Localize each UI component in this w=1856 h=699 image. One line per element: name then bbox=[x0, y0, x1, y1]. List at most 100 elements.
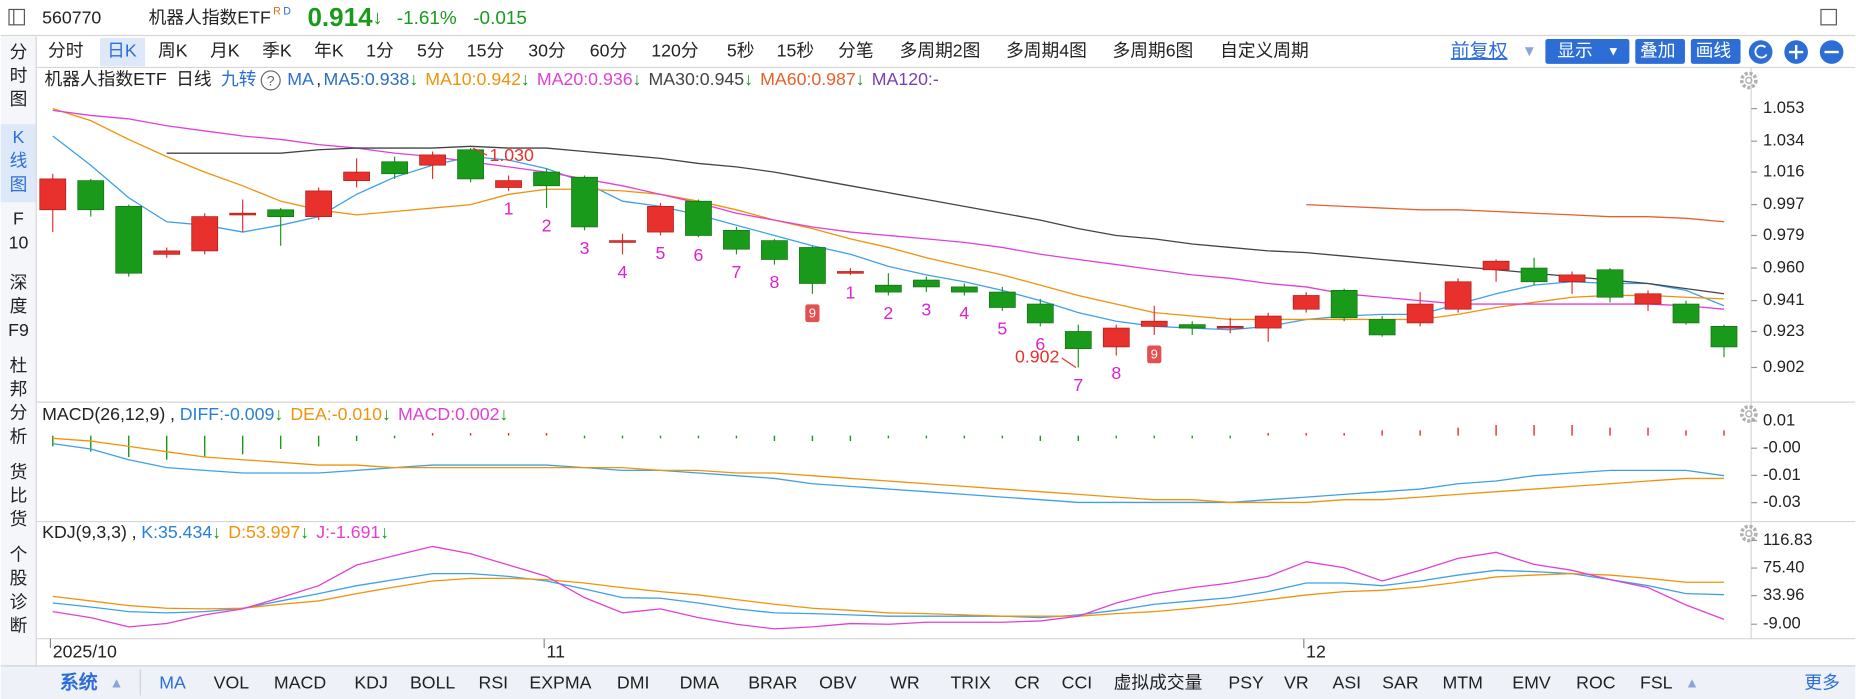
indicator-tab[interactable]: WR bbox=[890, 672, 920, 692]
indicator-tab[interactable]: FSL bbox=[1640, 672, 1673, 692]
sidebar-tab[interactable]: 图 bbox=[10, 174, 28, 194]
indicator-tab[interactable]: DMA bbox=[680, 672, 720, 692]
period-tab[interactable]: 30分 bbox=[528, 41, 566, 61]
indicator-tab[interactable]: CCI bbox=[1062, 672, 1093, 692]
indicator-tab[interactable]: EMV bbox=[1512, 672, 1551, 692]
sidebar-tab[interactable]: 货 bbox=[10, 509, 28, 529]
indicator-tab[interactable]: BRAR bbox=[748, 672, 797, 692]
indicator-tab[interactable]: MACD bbox=[274, 672, 326, 692]
indicator-tab[interactable]: VOL bbox=[214, 672, 250, 692]
indicator-tab[interactable]: VR bbox=[1284, 672, 1309, 692]
sidebar-tab[interactable]: F bbox=[13, 209, 24, 229]
period-tab[interactable]: 60分 bbox=[590, 41, 628, 61]
indicator-tab[interactable]: OBV bbox=[819, 672, 857, 692]
period-tab[interactable]: 多周期2图 bbox=[900, 41, 981, 61]
period-tab[interactable]: 周K bbox=[158, 41, 188, 61]
indicator-tab[interactable]: MA bbox=[159, 672, 186, 692]
toolbar-button[interactable]: 画线 bbox=[1696, 41, 1732, 61]
indicator-tab[interactable]: RSI bbox=[479, 672, 509, 692]
period-tab[interactable]: 日K bbox=[107, 41, 137, 61]
indicator-tab[interactable]: TRIX bbox=[950, 672, 991, 692]
y-tick-label: 0.941 bbox=[1763, 290, 1804, 309]
indicator-tab[interactable]: ROC bbox=[1576, 672, 1616, 692]
sidebar-tab[interactable]: 10 bbox=[9, 232, 29, 252]
legend-value: MA30:0.945 bbox=[649, 69, 745, 89]
period-tab[interactable]: 5分 bbox=[417, 41, 445, 61]
sidebar-tab[interactable]: 度 bbox=[10, 296, 28, 316]
indicator-tab[interactable]: DMI bbox=[617, 672, 650, 692]
legend-value: MA5:0.938 bbox=[324, 69, 410, 89]
high-label: 1.030 bbox=[489, 145, 534, 165]
sidebar-tab[interactable]: 线 bbox=[10, 151, 28, 171]
sidebar-tab[interactable]: 邦 bbox=[10, 379, 28, 399]
period-tab[interactable]: 分笔 bbox=[838, 41, 873, 61]
settings-gear[interactable] bbox=[1739, 524, 1758, 543]
sidebar-tab[interactable]: 货 bbox=[10, 462, 28, 482]
refresh-button[interactable] bbox=[1748, 40, 1773, 64]
indicator-tab[interactable]: 虚拟成交量 bbox=[1114, 672, 1203, 692]
sidebar-tab[interactable]: 比 bbox=[10, 485, 28, 505]
nine-turn-count: 2 bbox=[883, 303, 893, 323]
sidebar-tab[interactable]: F9 bbox=[8, 320, 29, 340]
candle-body bbox=[1102, 327, 1130, 348]
period-tab[interactable]: 1分 bbox=[366, 41, 394, 61]
nine-turn-count: 3 bbox=[921, 300, 931, 320]
indicator-tab[interactable]: MTM bbox=[1442, 672, 1482, 692]
legend-arrow: ↓ bbox=[633, 69, 642, 89]
indicator-tab[interactable]: EXPMA bbox=[529, 672, 591, 692]
period-tab[interactable]: 年K bbox=[314, 41, 344, 61]
period-tab[interactable]: 15分 bbox=[467, 41, 505, 61]
period-tab[interactable]: 分时 bbox=[48, 41, 84, 61]
indicator-tab[interactable]: SAR bbox=[1382, 672, 1418, 692]
system-tab[interactable]: 系统 bbox=[60, 671, 98, 694]
period-tab[interactable]: 季K bbox=[262, 41, 292, 61]
window-icon[interactable] bbox=[8, 8, 25, 26]
diff-line bbox=[52, 443, 1725, 504]
indicator-tab[interactable]: CR bbox=[1014, 672, 1040, 692]
button-bg bbox=[1545, 39, 1630, 64]
sidebar-tab[interactable]: 股 bbox=[10, 568, 28, 588]
legend-arrow: ↓ bbox=[382, 404, 391, 424]
help-icon[interactable] bbox=[260, 70, 281, 91]
period-tab[interactable]: 自定义周期 bbox=[1220, 41, 1309, 61]
nine-turn-count: 4 bbox=[618, 262, 628, 282]
indicator-tab[interactable]: KDJ bbox=[354, 672, 388, 692]
sidebar-tab[interactable]: 深 bbox=[10, 273, 28, 293]
period-tab[interactable]: 15秒 bbox=[777, 41, 814, 61]
indicator-tab[interactable]: BOLL bbox=[410, 672, 455, 692]
period-tab[interactable]: 5秒 bbox=[727, 41, 755, 61]
nine-turn-count: 7 bbox=[1073, 375, 1083, 395]
settings-gear[interactable] bbox=[1739, 71, 1758, 90]
adjust-select[interactable]: 前复权 bbox=[1451, 40, 1508, 62]
candle-body bbox=[495, 180, 522, 188]
sidebar-tab[interactable]: 析 bbox=[10, 426, 28, 446]
sidebar-tab[interactable]: 分 bbox=[10, 403, 28, 423]
period-tab[interactable]: 多周期4图 bbox=[1006, 41, 1087, 61]
window-icon[interactable] bbox=[1820, 8, 1837, 26]
legend-sep: , bbox=[170, 404, 175, 424]
nine-turn-count: 8 bbox=[1111, 363, 1121, 383]
settings-gear[interactable] bbox=[1739, 405, 1758, 423]
toolbar-button[interactable]: 叠加 bbox=[1640, 41, 1675, 61]
sidebar-tab[interactable]: 时 bbox=[10, 66, 28, 86]
indicator-tab[interactable]: ASI bbox=[1332, 672, 1361, 692]
sidebar-tab[interactable]: K bbox=[13, 127, 25, 147]
indicator-tab[interactable]: PSY bbox=[1228, 672, 1264, 692]
toolbar-button[interactable]: 显示 bbox=[1557, 41, 1592, 61]
candle-body bbox=[1330, 289, 1358, 319]
candle-body bbox=[1026, 303, 1054, 324]
sidebar-tab[interactable]: 杜 bbox=[10, 355, 28, 375]
sidebar-tab[interactable]: 分 bbox=[10, 42, 28, 62]
sidebar-tab[interactable]: 诊 bbox=[10, 592, 28, 612]
period-tab[interactable]: 多周期6图 bbox=[1113, 41, 1194, 61]
sidebar-tab[interactable]: 个 bbox=[10, 545, 28, 565]
period-tab[interactable]: 月K bbox=[210, 41, 240, 61]
nine-turn-toggle[interactable]: 九转 bbox=[221, 69, 256, 89]
period-tab[interactable]: 120分 bbox=[651, 41, 699, 61]
sidebar-tab[interactable]: 图 bbox=[10, 89, 28, 109]
sidebar-tab[interactable]: 断 bbox=[10, 616, 28, 636]
candle-body bbox=[419, 154, 446, 166]
candle-body bbox=[1672, 303, 1700, 324]
more-tab[interactable]: 更多 bbox=[1804, 672, 1839, 692]
